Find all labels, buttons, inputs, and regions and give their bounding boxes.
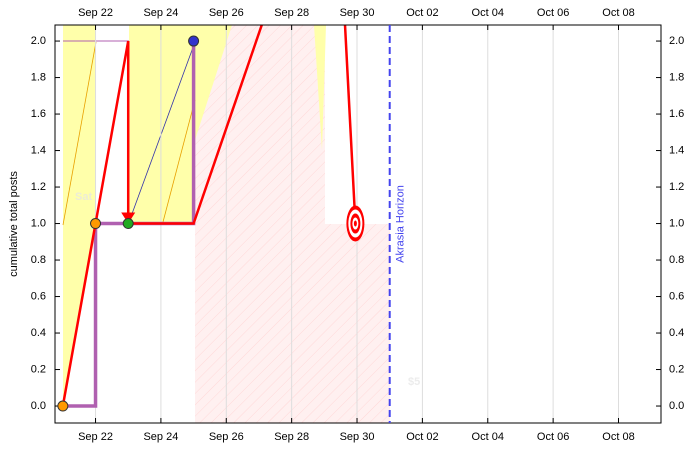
guide-line [162,99,196,223]
y-tick-label: 0.6 [669,290,684,302]
y-tick-label: 1.0 [669,217,684,229]
danger-zone [195,25,390,423]
datapoint [90,218,102,230]
goal-target [353,220,357,227]
watermark: $5 [408,376,420,388]
x-tick-label: Oct 06 [537,7,569,19]
y-tick-label: 1.8 [669,71,684,83]
x-tick-label: Sep 26 [209,431,244,443]
x-tick-label: Sep 28 [274,7,309,19]
x-tick-label: Sep 22 [78,431,113,443]
x-tick-label: Sep 28 [274,431,309,443]
y-tick-label: 1.2 [669,181,684,193]
x-tick-label: Oct 04 [472,7,504,19]
datapoint [122,218,134,230]
x-tick-label: Oct 02 [406,431,438,443]
x-tick-label: Oct 06 [537,431,569,443]
y-tick-label: 0.0 [31,400,46,412]
y-tick-label: 0.6 [31,290,46,302]
datapoint [188,35,200,47]
y-tick-label: 1.4 [669,144,684,156]
y-tick-label: 1.6 [669,108,684,120]
x-tick-label: Sep 26 [209,7,244,19]
y-tick-label: 0.0 [669,400,684,412]
y-tick-label: 0.8 [31,254,46,266]
x-tick-label: Sep 22 [78,7,113,19]
x-tick-label: Oct 04 [472,431,504,443]
x-tick-label: Sep 30 [340,7,375,19]
watermark: Sat [75,191,92,203]
x-tick-label: Sep 24 [143,431,178,443]
x-tick-label: Oct 02 [406,7,438,19]
y-tick-label: 2.0 [669,35,684,47]
x-tick-label: Sep 30 [340,431,375,443]
plot-area: Sat $5 [62,25,420,423]
guide-line [62,41,97,226]
safe-band [195,25,232,140]
guide-line [128,41,196,223]
data-step-line [62,41,196,408]
x-tick-label: Oct 08 [602,7,634,19]
y-tick-label: 1.6 [31,108,46,120]
y-tick-label: 1.4 [31,144,46,156]
road-line [61,25,357,407]
y-tick-label: 0.2 [31,363,46,375]
marks [61,25,365,408]
y-tick-label: 1.0 [31,217,46,229]
datapoint [57,400,69,412]
y-tick-label: 0.4 [669,327,684,339]
y-tick-label: 0.8 [669,254,684,266]
y-tick-label: 1.8 [31,71,46,83]
horizon-label: Akrasia Horizon [395,185,407,263]
safe-band [314,25,326,150]
y-tick-label: 2.0 [31,35,46,47]
y-axis-label: cumulative total posts [8,171,20,277]
safe-band [63,25,96,406]
x-tick-label: Oct 08 [602,431,634,443]
x-tick-label: Sep 24 [143,7,178,19]
y-tick-label: 0.2 [669,363,684,375]
y-tick-label: 0.4 [31,327,46,339]
y-tick-label: 1.2 [31,181,46,193]
safe-band [129,25,195,222]
